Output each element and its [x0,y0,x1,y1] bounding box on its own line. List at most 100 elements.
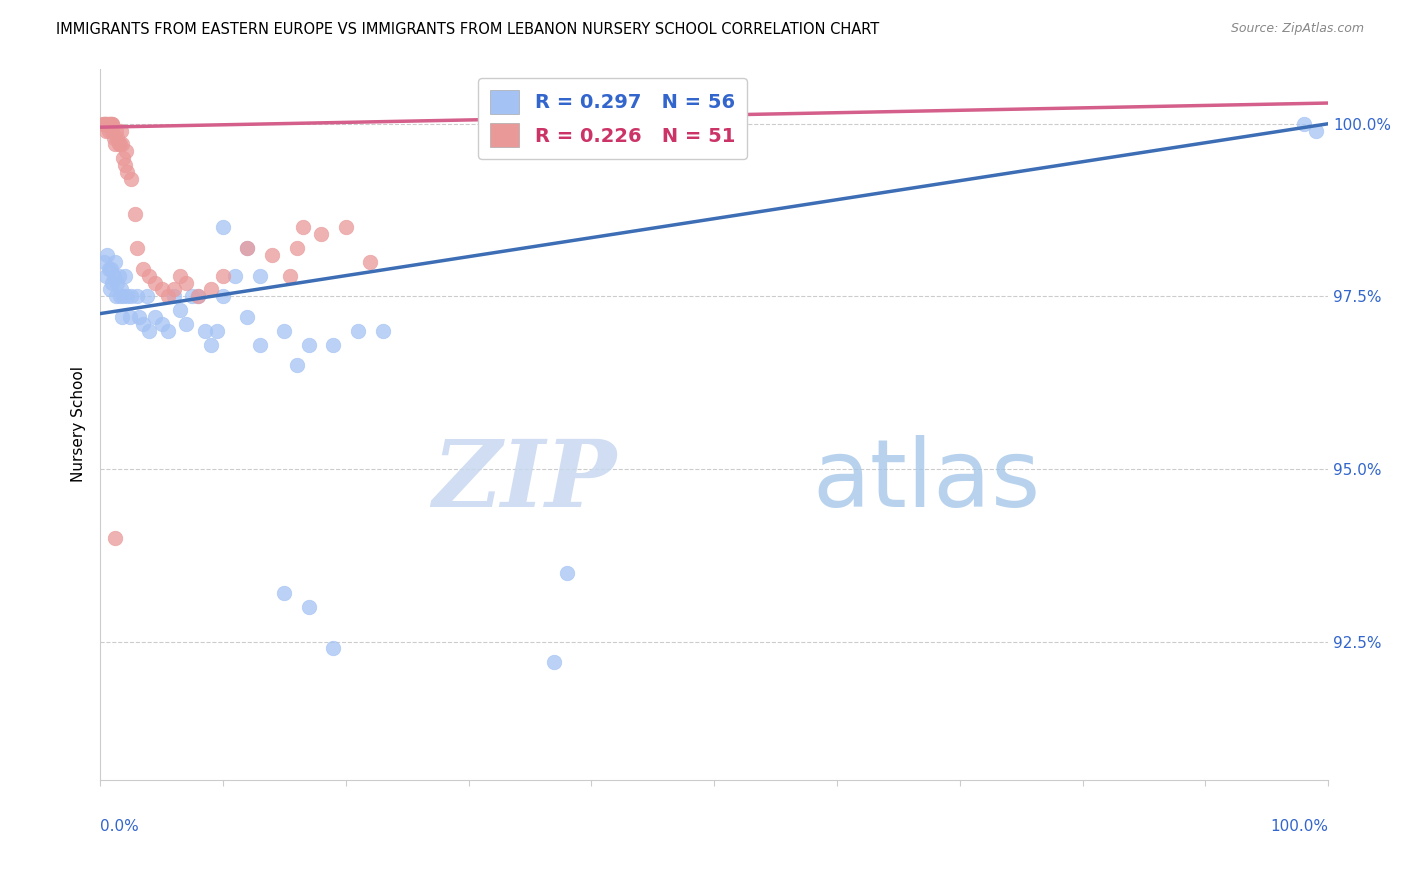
Point [249,337,271,351]
Point [105,123,128,137]
Point [105,130,128,145]
Point [236,241,259,255]
Point [322,641,344,656]
Point [112,289,135,303]
Point [322,337,344,351]
Point [335,220,357,235]
Point [104,531,127,545]
Point [98,117,121,131]
Point [94,117,117,131]
Point [104,255,127,269]
Point [108,137,131,152]
Point [111,310,134,324]
Point [100,261,122,276]
Point [174,317,197,331]
Point [285,359,308,373]
Point [107,137,129,152]
Text: 0.0%: 0.0% [100,819,139,834]
Point [97,123,120,137]
Point [104,137,127,152]
Point [193,324,215,338]
Point [205,324,228,338]
Point [105,289,128,303]
Point [298,337,321,351]
Point [145,310,167,324]
Point [174,276,197,290]
Point [97,261,120,276]
Point [115,145,138,159]
Point [150,282,173,296]
Point [100,117,122,131]
Point [97,117,120,131]
Point [112,151,135,165]
Point [181,289,204,303]
Point [96,117,118,131]
Point [543,655,565,669]
Point [120,172,142,186]
Point [93,117,115,131]
Point [114,268,136,283]
Point [101,123,124,137]
Point [1305,123,1327,137]
Point [115,289,138,303]
Point [103,130,125,145]
Point [156,324,179,338]
Point [298,600,321,615]
Point [105,276,128,290]
Point [150,317,173,331]
Text: atlas: atlas [813,435,1040,527]
Point [98,117,121,131]
Point [98,282,121,296]
Point [110,282,132,296]
Point [96,268,118,283]
Point [163,289,186,303]
Point [93,255,115,269]
Point [156,289,179,303]
Point [120,289,142,303]
Point [555,566,578,580]
Y-axis label: Nursery School: Nursery School [72,366,86,482]
Legend: R = 0.297   N = 56, R = 0.226   N = 51: R = 0.297 N = 56, R = 0.226 N = 51 [478,78,747,159]
Point [101,276,124,290]
Point [132,317,155,331]
Point [124,206,146,220]
Point [291,220,314,235]
Point [169,303,191,318]
Point [108,289,131,303]
Point [163,282,186,296]
Point [107,268,129,283]
Point [96,123,118,137]
Point [347,324,370,338]
Point [96,117,118,131]
Text: ZIP: ZIP [432,436,616,526]
Point [273,586,295,600]
Point [115,165,138,179]
Text: 100.0%: 100.0% [1270,819,1329,834]
Point [125,241,148,255]
Point [1292,117,1315,131]
Point [273,324,295,338]
Point [260,248,283,262]
Point [371,324,394,338]
Point [111,137,134,152]
Point [103,268,125,283]
Point [285,241,308,255]
Point [309,227,332,242]
Point [187,289,209,303]
Point [200,337,222,351]
Point [212,220,235,235]
Point [212,289,235,303]
Point [125,289,148,303]
Point [114,158,136,172]
Point [169,268,191,283]
Point [96,117,118,131]
Point [138,268,160,283]
Point [236,241,259,255]
Text: IMMIGRANTS FROM EASTERN EUROPE VS IMMIGRANTS FROM LEBANON NURSERY SCHOOL CORRELA: IMMIGRANTS FROM EASTERN EUROPE VS IMMIGR… [56,22,880,37]
Point [101,117,124,131]
Point [224,268,246,283]
Point [187,289,209,303]
Point [91,117,114,131]
Text: Source: ZipAtlas.com: Source: ZipAtlas.com [1230,22,1364,36]
Point [118,310,141,324]
